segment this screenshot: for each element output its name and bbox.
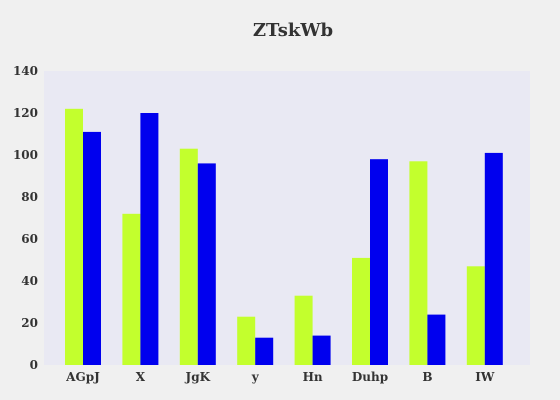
bar-agpj-series-2 <box>83 131 101 365</box>
bar-x-series-2 <box>140 113 159 365</box>
y-tick-label: 0 <box>30 358 38 372</box>
x-tick-label: Duhp <box>352 370 388 384</box>
bar-agpj-series-1 <box>65 108 83 366</box>
y-tick-label: 20 <box>21 316 38 330</box>
y-axis-ticks: 0 20 40 60 80 100 120 140 <box>13 64 38 372</box>
bar-iw-series-1 <box>466 266 485 365</box>
y-tick-label: 120 <box>13 106 38 120</box>
bar-duhp-series-1 <box>352 257 370 365</box>
bar-y-series-1 <box>237 316 256 365</box>
bars <box>65 108 503 366</box>
y-tick-label: 140 <box>13 64 38 78</box>
x-axis-ticks: AGpJ X JgK y Hn Duhp B IW <box>65 370 495 384</box>
y-tick-label: 40 <box>21 274 38 288</box>
x-tick-label: AGpJ <box>65 370 100 384</box>
bar-b-series-2 <box>427 314 446 365</box>
x-tick-label: y <box>251 370 260 384</box>
x-tick-label: Hn <box>303 370 323 384</box>
x-tick-label: IW <box>475 370 495 384</box>
x-tick-label: X <box>136 370 146 384</box>
bar-x-series-1 <box>122 213 141 365</box>
chart-title: ZTskWb <box>253 20 333 41</box>
bar-hn-series-2 <box>312 335 331 365</box>
bar-iw-series-2 <box>484 152 503 365</box>
x-tick-label: B <box>422 370 432 384</box>
bar-jgk-series-1 <box>179 148 198 365</box>
bar-b-series-1 <box>409 161 428 365</box>
bar-y-series-2 <box>255 337 274 365</box>
bar-jgk-series-2 <box>197 163 216 365</box>
x-tick-label: JgK <box>185 370 211 384</box>
y-tick-label: 60 <box>21 232 38 246</box>
bar-duhp-series-2 <box>370 159 388 365</box>
bar-hn-series-1 <box>294 295 313 365</box>
y-tick-label: 80 <box>21 190 38 204</box>
y-tick-label: 100 <box>13 148 38 162</box>
plot-area <box>44 71 530 365</box>
